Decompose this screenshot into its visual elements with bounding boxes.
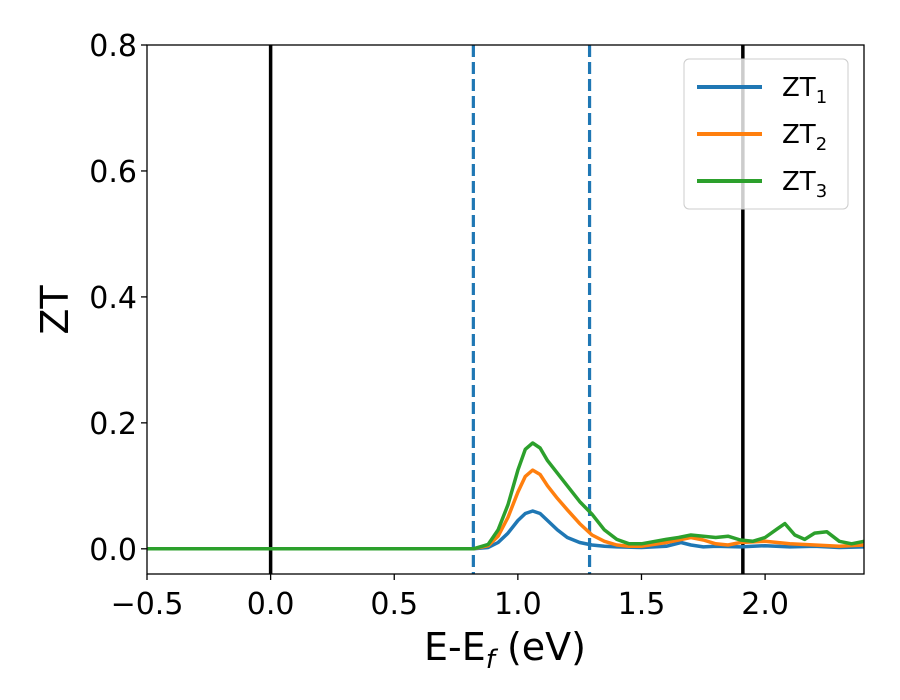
x-tick-label: 0.5 — [370, 587, 418, 622]
legend: ZT1 ZT2 ZT3 — [683, 58, 849, 210]
series-line-1 — [147, 509, 864, 551]
y-tick-label: 0.8 — [89, 29, 137, 64]
legend-label-1: ZT1 — [782, 73, 827, 108]
x-axis-label: E-Ef (eV) — [424, 625, 586, 675]
y-tick-label: 0.6 — [89, 155, 137, 190]
x-tick-label: −0.5 — [111, 587, 184, 622]
x-tick-label: 0.0 — [247, 587, 295, 622]
x-axis-ticks: −0.5 0.0 0.5 1.0 1.5 2.0 — [111, 574, 789, 622]
x-tick-label: 1.5 — [618, 587, 666, 622]
x-tick-label: 1.0 — [494, 587, 542, 622]
y-tick-label: 0.0 — [89, 533, 137, 568]
plot-frame — [146, 44, 865, 575]
y-axis-label: ZT — [33, 285, 77, 335]
y-axis-ticks: 0.0 0.2 0.4 0.6 0.8 — [89, 29, 147, 568]
legend-box — [683, 58, 849, 210]
series-line-3 — [147, 441, 864, 551]
y-tick-label: 0.2 — [89, 407, 137, 442]
series-lines-group — [147, 441, 864, 551]
legend-label-2: ZT2 — [782, 120, 827, 155]
vertical-lines-group — [268, 45, 745, 574]
legend-label-3: ZT3 — [782, 167, 827, 202]
y-tick-label: 0.4 — [89, 281, 137, 316]
x-tick-label: 2.0 — [741, 587, 789, 622]
